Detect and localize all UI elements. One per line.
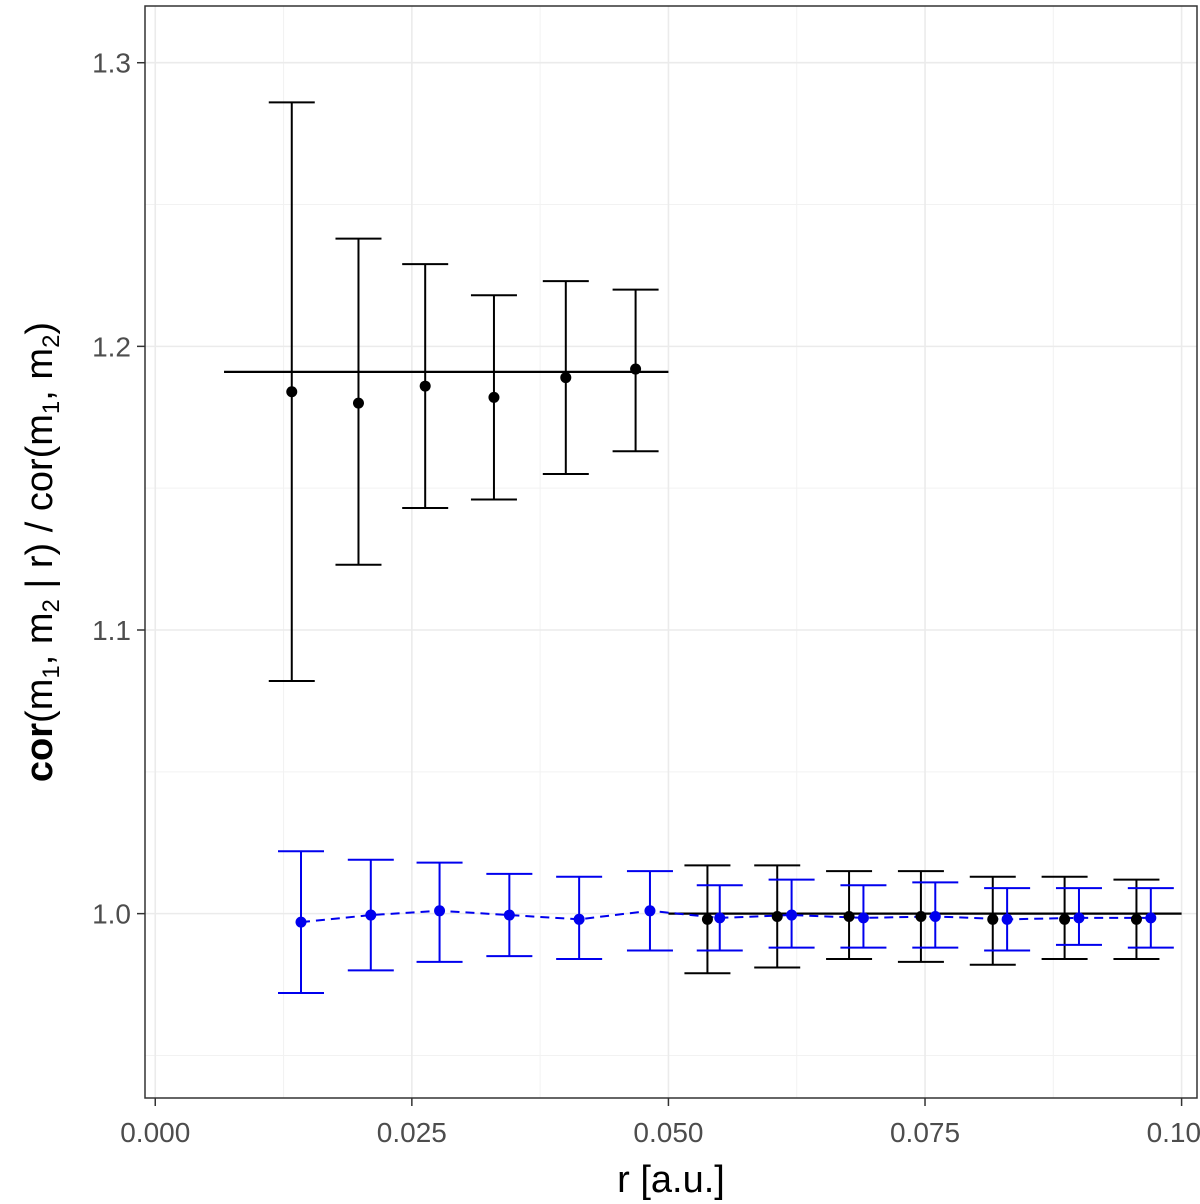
data-point (434, 905, 446, 917)
x-tick-label: 0.025 (377, 1117, 447, 1148)
y-title-part-a: (m (19, 679, 61, 723)
data-point (915, 910, 927, 922)
x-axis: 0.000 0.025 0.050 0.075 0.100 (120, 1098, 1200, 1148)
data-point (573, 913, 585, 925)
x-tick-label: 0.000 (120, 1117, 190, 1148)
y-title-part-d: , m (19, 348, 61, 401)
y-axis: 1.0 1.1 1.2 1.3 (92, 48, 145, 930)
panel-background (145, 6, 1197, 1098)
panel-border (144, 5, 1198, 1099)
data-point (1130, 913, 1142, 925)
y-tick-label: 1.0 (92, 899, 131, 930)
x-axis-title: r [a.u.] (617, 1159, 725, 1201)
data-point (286, 386, 298, 398)
y-title-cor: cor (19, 723, 61, 782)
data-point (843, 910, 855, 922)
data-point (1059, 913, 1071, 925)
data-point (1145, 912, 1157, 924)
y-title-sub-2: 2 (38, 599, 65, 612)
data-point (1073, 912, 1085, 924)
x-tick-label: 0.100 (1147, 1117, 1200, 1148)
y-title-sub-4: 2 (38, 335, 65, 348)
y-tick-label: 1.1 (92, 615, 131, 646)
plot-area (144, 5, 1198, 1099)
data-point (929, 910, 941, 922)
data-point (1001, 913, 1013, 925)
data-point (503, 909, 515, 921)
data-point (714, 912, 726, 924)
data-point (786, 909, 798, 921)
data-point (630, 363, 642, 375)
y-title-part-c: | r) / cor(m (19, 414, 61, 599)
y-tick-label: 1.2 (92, 331, 131, 362)
y-title-part-e: ) (19, 322, 61, 335)
data-point (857, 912, 869, 924)
y-axis-title: cor(m1, m2 | r) / cor(m1, m2) (19, 322, 65, 782)
data-point (295, 916, 307, 928)
y-title-sub-3: 1 (38, 401, 65, 414)
data-point (560, 372, 572, 384)
data-point (771, 910, 783, 922)
data-point (701, 913, 713, 925)
data-point (419, 380, 431, 392)
data-point (352, 397, 364, 409)
y-title-sub-1: 1 (38, 665, 65, 678)
data-point (488, 391, 500, 403)
data-point (644, 905, 656, 917)
data-point (365, 909, 377, 921)
data-points (286, 363, 1157, 928)
x-tick-label: 0.075 (890, 1117, 960, 1148)
y-tick-label: 1.3 (92, 48, 131, 79)
grid-minor (145, 6, 1197, 1098)
data-point (987, 913, 999, 925)
y-title-part-b: , m (19, 613, 61, 666)
x-tick-label: 0.050 (633, 1117, 703, 1148)
